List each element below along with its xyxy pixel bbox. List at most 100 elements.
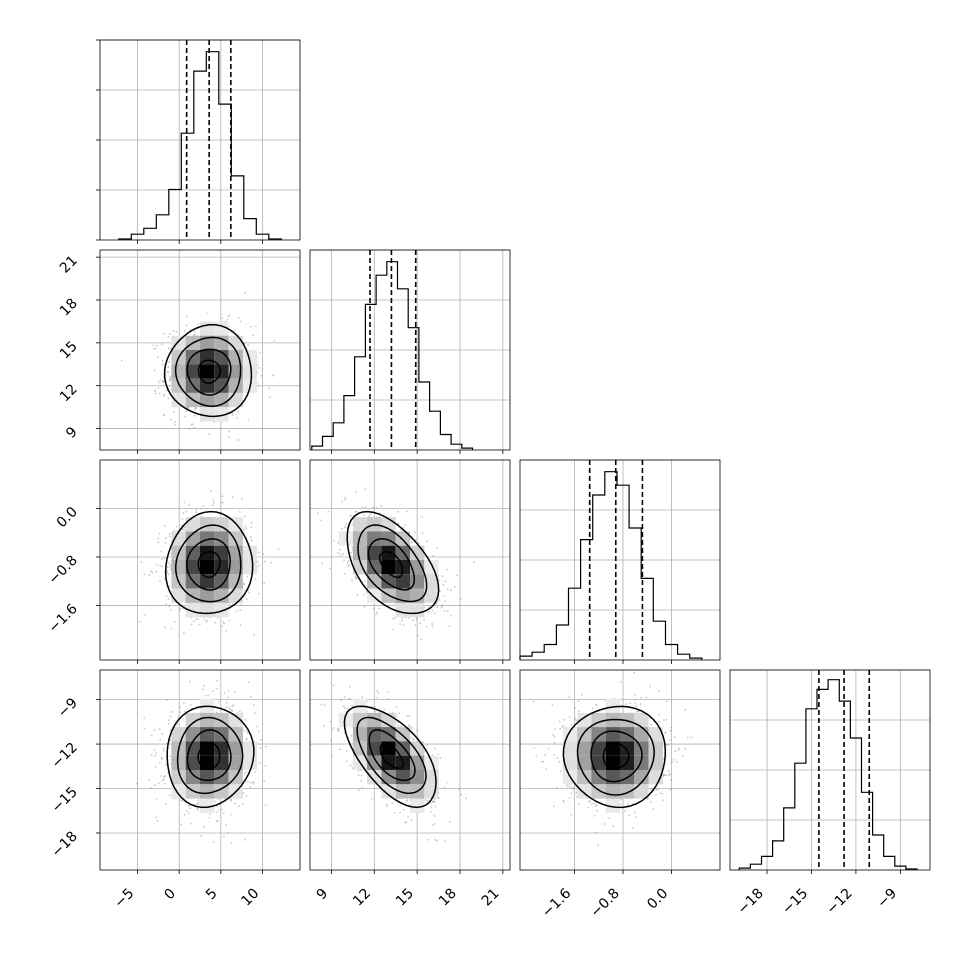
- sample-point: [400, 725, 402, 728]
- density-cell: [367, 574, 382, 589]
- sample-point: [619, 681, 622, 683]
- sample-point: [167, 336, 170, 338]
- sample-point: [330, 755, 333, 758]
- density-cell: [228, 712, 243, 728]
- sample-point: [217, 701, 220, 703]
- sample-point: [165, 603, 168, 606]
- sample-point: [231, 412, 234, 415]
- sample-point: [624, 703, 627, 705]
- sample-point: [370, 512, 372, 515]
- sample-point: [183, 813, 186, 816]
- sample-point: [686, 736, 689, 739]
- sample-point: [208, 433, 211, 436]
- panel-frame: [99, 459, 301, 661]
- sample-point: [257, 592, 260, 595]
- sample-point: [405, 800, 408, 803]
- panel-content: [532, 671, 693, 846]
- sample-point: [673, 736, 676, 738]
- sample-point: [355, 577, 357, 580]
- sample-point: [356, 593, 359, 596]
- density-cell: [185, 770, 200, 785]
- sample-point: [239, 710, 241, 713]
- density-cell: [395, 560, 410, 575]
- sample-point: [379, 784, 382, 787]
- sample-point: [160, 558, 163, 560]
- sample-point: [570, 792, 573, 795]
- sample-point: [357, 769, 360, 772]
- sample-point: [426, 540, 428, 543]
- sample-point: [164, 775, 167, 777]
- sample-point: [321, 562, 324, 565]
- sample-point: [544, 754, 546, 756]
- panel-frame: [729, 669, 931, 871]
- sample-point: [226, 318, 229, 321]
- sample-point: [249, 786, 252, 788]
- density-cell: [562, 727, 578, 742]
- sample-point: [417, 542, 420, 545]
- sample-point: [180, 524, 183, 527]
- sample-point: [236, 416, 238, 419]
- sample-point: [259, 351, 261, 354]
- density-cell: [352, 727, 368, 742]
- y-tick-label: 21: [57, 253, 81, 277]
- density-cell: [352, 517, 368, 532]
- panel-frame: [309, 669, 511, 871]
- sample-point: [228, 430, 231, 433]
- sample-point: [153, 749, 156, 751]
- sample-point: [188, 804, 190, 807]
- sample-point: [655, 788, 658, 791]
- density-cell: [185, 712, 200, 728]
- sample-point: [246, 732, 249, 734]
- sample-point: [228, 436, 230, 438]
- sample-point: [664, 732, 666, 734]
- sample-point: [392, 617, 395, 620]
- sample-point: [354, 490, 357, 493]
- sample-point: [633, 671, 635, 674]
- sample-point: [431, 754, 434, 756]
- sample-point: [165, 699, 168, 702]
- sample-point: [197, 799, 200, 801]
- density-cell: [605, 698, 620, 713]
- sample-point: [407, 816, 409, 818]
- sample-point: [235, 610, 238, 612]
- density-cell: [185, 531, 200, 546]
- density-panel-2-3: [519, 669, 721, 874]
- sample-point: [246, 737, 248, 740]
- sample-point: [372, 607, 375, 610]
- sample-point: [206, 619, 208, 622]
- density-cell: [242, 741, 258, 756]
- sample-point: [153, 729, 156, 732]
- sample-point: [264, 764, 267, 767]
- sample-point: [184, 415, 187, 418]
- sample-point: [684, 748, 687, 750]
- y-tick-label: 15: [57, 338, 81, 362]
- sample-point: [242, 729, 245, 732]
- sample-point: [190, 423, 193, 426]
- sample-point: [155, 798, 158, 800]
- sample-point: [229, 799, 232, 802]
- sample-point: [416, 635, 419, 637]
- contour-line: [163, 323, 253, 418]
- sample-point: [163, 414, 165, 417]
- sample-point: [459, 598, 462, 600]
- sample-point: [402, 808, 405, 811]
- sample-point: [163, 747, 165, 750]
- density-cell: [228, 335, 243, 350]
- sample-point: [341, 527, 343, 530]
- sample-point: [258, 564, 260, 567]
- density-cell: [185, 602, 200, 618]
- sample-point: [232, 603, 234, 605]
- sample-point: [217, 809, 220, 812]
- sample-point: [559, 727, 561, 730]
- sample-point: [573, 718, 576, 720]
- sample-point: [243, 772, 246, 775]
- sample-point: [444, 580, 447, 583]
- sample-point: [120, 359, 123, 362]
- sample-point: [160, 775, 163, 777]
- sample-point: [563, 801, 565, 804]
- contour-line: [164, 510, 254, 615]
- sample-point: [437, 753, 439, 755]
- panel-content: [135, 679, 267, 844]
- sample-point: [558, 760, 561, 763]
- sample-point: [263, 780, 265, 783]
